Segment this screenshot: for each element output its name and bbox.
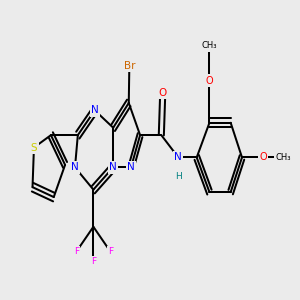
Text: CH₃: CH₃ bbox=[202, 41, 217, 50]
Text: S: S bbox=[31, 142, 37, 152]
Text: N: N bbox=[174, 152, 182, 162]
Text: F: F bbox=[91, 257, 96, 266]
Text: N: N bbox=[91, 105, 99, 116]
Text: O: O bbox=[159, 88, 167, 98]
Text: N: N bbox=[71, 162, 79, 172]
Text: O: O bbox=[260, 152, 267, 162]
Text: F: F bbox=[108, 247, 113, 256]
Text: F: F bbox=[74, 247, 79, 256]
Text: CH₃: CH₃ bbox=[275, 153, 291, 162]
Text: N: N bbox=[109, 162, 117, 172]
Text: N: N bbox=[127, 162, 135, 172]
Text: H: H bbox=[175, 172, 182, 181]
Text: O: O bbox=[206, 76, 213, 85]
Text: Br: Br bbox=[124, 61, 135, 71]
